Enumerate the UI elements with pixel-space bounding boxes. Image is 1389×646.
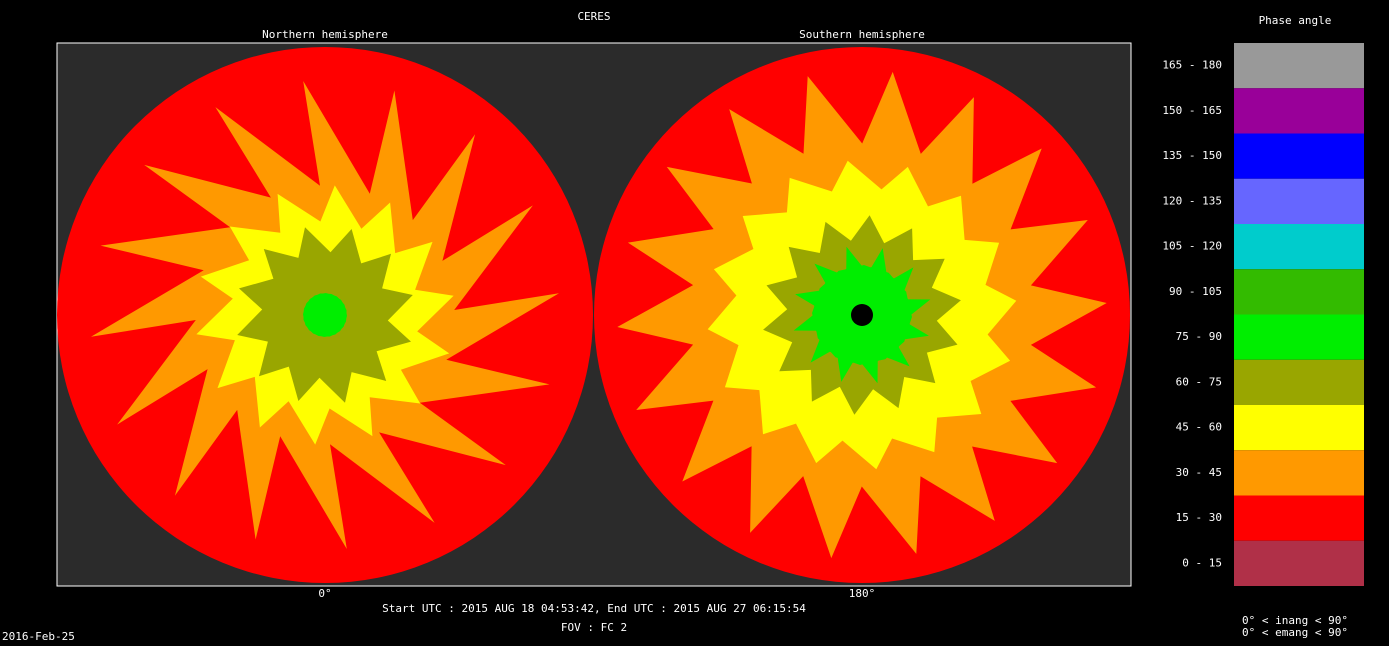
legend-label: 30 - 45 — [1176, 466, 1222, 479]
legend-swatch — [1234, 315, 1364, 360]
pole-mark — [851, 304, 873, 326]
time-range: Start UTC : 2015 AUG 18 04:53:42, End UT… — [382, 602, 806, 615]
figure: CERES Northern hemisphere Southern hemis… — [0, 0, 1389, 646]
legend-swatch — [1234, 269, 1364, 314]
legend-label: 120 - 135 — [1162, 194, 1222, 207]
legend-label: 0 - 15 — [1182, 556, 1222, 569]
legend-swatch — [1234, 360, 1364, 405]
date: 2016-Feb-25 — [2, 630, 75, 643]
phase-region — [303, 293, 347, 337]
legend-swatch — [1234, 179, 1364, 224]
page: CERES Northern hemisphere Southern hemis… — [0, 0, 1389, 646]
legend-label: 105 - 120 — [1162, 240, 1222, 253]
legend-label: 75 - 90 — [1176, 330, 1222, 343]
longitude-label: 180° — [849, 587, 876, 600]
legend-label: 150 - 165 — [1162, 104, 1222, 117]
legend-label: 45 - 60 — [1176, 421, 1222, 434]
legend-swatch — [1234, 43, 1364, 88]
legend-label: 15 - 30 — [1176, 511, 1222, 524]
legend-title: Phase angle — [1259, 14, 1332, 27]
legend-swatch — [1234, 134, 1364, 179]
legend-label: 90 - 105 — [1169, 285, 1222, 298]
constraint: 0° < emang < 90° — [1242, 626, 1348, 639]
legend-label: 165 - 180 — [1162, 59, 1222, 72]
fov: FOV : FC 2 — [561, 621, 627, 634]
longitude-label: 0° — [318, 587, 331, 600]
title: CERES — [577, 10, 610, 23]
legend-label: 135 - 150 — [1162, 149, 1222, 162]
legend-label: 60 - 75 — [1176, 375, 1222, 388]
panel-label: Northern hemisphere — [262, 28, 388, 41]
legend-swatch — [1234, 405, 1364, 450]
panel-label: Southern hemisphere — [799, 28, 925, 41]
legend-swatch — [1234, 496, 1364, 541]
legend-swatch — [1234, 541, 1364, 586]
legend-swatch — [1234, 450, 1364, 495]
legend-swatch — [1234, 224, 1364, 269]
legend-swatch — [1234, 88, 1364, 133]
